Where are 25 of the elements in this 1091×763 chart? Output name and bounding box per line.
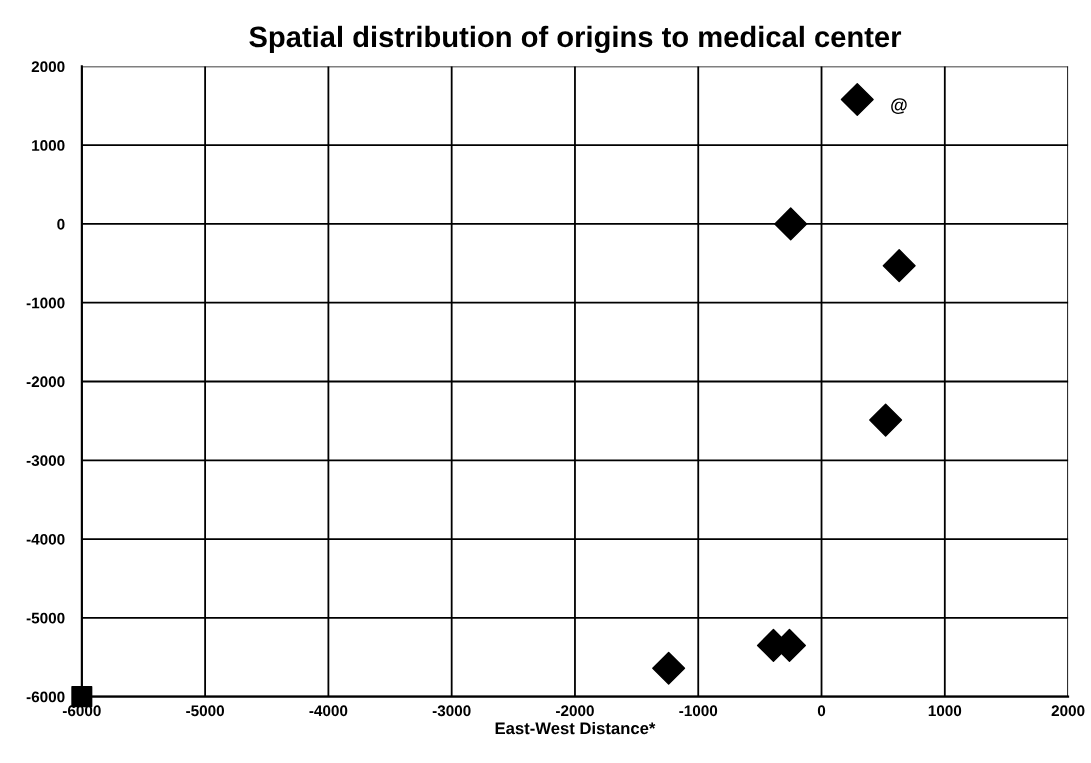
y-tick-label: -3000 — [26, 455, 65, 466]
x-tick-label: -2000 — [556, 705, 594, 717]
x-tick-label: 2000 — [1051, 705, 1085, 717]
y-tick-label: -4000 — [26, 533, 65, 545]
x-tick-label: 0 — [817, 705, 826, 717]
x-axis-title: East-West Distance* — [495, 721, 656, 735]
y-tick-label: 1000 — [32, 140, 65, 151]
point — [774, 207, 808, 241]
y-tick-label: 2000 — [31, 61, 65, 73]
x-tick-label: 1000 — [928, 705, 962, 717]
x-tick-label: -5000 — [186, 705, 225, 717]
y-tick-label: -5000 — [26, 612, 65, 624]
y-tick-label: 0 — [57, 218, 65, 230]
x-tick-label: -3000 — [432, 705, 471, 717]
point — [882, 249, 916, 283]
point — [869, 403, 903, 437]
point — [652, 651, 686, 685]
y-tick-label: -6000 — [26, 691, 65, 703]
point — [840, 82, 874, 116]
x-tick-label: -1000 — [679, 705, 718, 717]
x-tick-label: -4000 — [309, 705, 348, 717]
chart-title: Spatial distribution of origins to medical center — [249, 25, 902, 54]
y-tick-label: -1000 — [26, 297, 65, 309]
y-tick-label: -2000 — [26, 376, 65, 388]
annotation: @ — [891, 98, 907, 114]
